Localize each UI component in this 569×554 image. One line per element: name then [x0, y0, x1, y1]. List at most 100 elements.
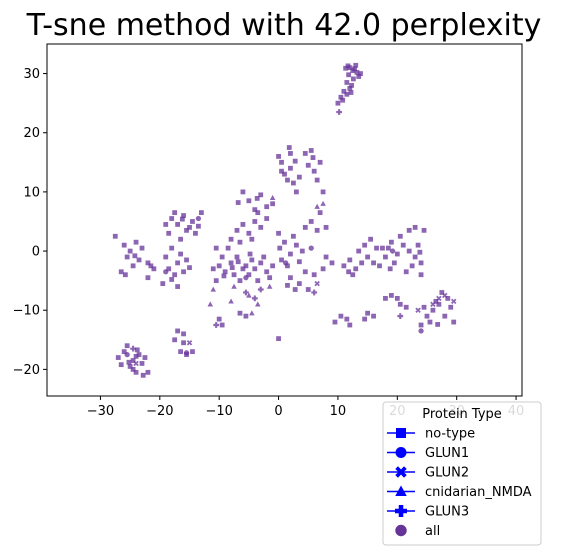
data-point-no-type-190: [362, 243, 367, 248]
data-point-no-type-172: [318, 210, 323, 215]
x-tick-label: −30: [87, 404, 114, 419]
data-point-no-type-232: [451, 320, 456, 325]
data-point-no-type-202: [398, 234, 403, 239]
data-point-no-type-204: [365, 311, 370, 316]
legend-label-GLUN2: GLUN2: [425, 466, 469, 481]
data-point-no-type-48: [180, 217, 185, 222]
data-point-GLUN2-7: [314, 281, 320, 287]
data-point-no-type-189: [368, 237, 373, 242]
data-point-no-type-66: [169, 246, 174, 251]
legend-label-GLUN1: GLUN1: [425, 446, 469, 461]
data-point-no-type-188: [356, 249, 361, 254]
data-point-no-type-177: [321, 266, 326, 271]
data-point-no-type-184: [353, 266, 358, 271]
data-point-no-type-59: [123, 272, 128, 277]
data-point-no-type-138: [291, 181, 296, 186]
data-point-GLUN1-8: [309, 245, 314, 250]
data-point-GLUN2-0: [133, 361, 139, 367]
data-point-no-type-147: [306, 163, 311, 168]
data-point-no-type-182: [341, 263, 346, 268]
data-point-GLUN3-2: [258, 287, 264, 293]
data-point-no-type-163: [288, 275, 293, 280]
data-point-cnidarian_NMDA-5: [267, 284, 273, 289]
data-point-no-type-109: [236, 259, 241, 264]
y-tick-label: 20: [23, 126, 40, 141]
data-point-no-type-101: [258, 260, 263, 265]
data-point-no-type-185: [359, 260, 364, 265]
data-point-no-type-213: [413, 255, 418, 260]
data-point-no-type-35: [134, 354, 139, 359]
data-point-no-type-123: [238, 311, 243, 316]
data-point-no-type-57: [113, 234, 118, 239]
data-point-cnidarian_NMDA-1: [314, 204, 320, 209]
data-point-no-type-178: [339, 314, 344, 319]
data-point-no-type-215: [419, 260, 424, 265]
data-point-no-type-224: [425, 314, 430, 319]
data-point-no-type-111: [235, 228, 240, 233]
data-point-no-type-180: [347, 323, 352, 328]
legend-title: Protein Type: [422, 407, 502, 422]
data-point-no-type-179: [344, 317, 349, 322]
data-point-no-type-79: [172, 337, 177, 342]
data-point-no-type-164: [297, 281, 302, 286]
data-point-GLUN2-4: [430, 302, 436, 308]
data-point-no-type-198: [395, 252, 400, 257]
legend-marker-GLUN1: [396, 447, 407, 458]
data-point-no-type-82: [190, 349, 195, 354]
data-point-no-type-71: [181, 269, 186, 274]
data-point-no-type-203: [388, 266, 393, 271]
data-point-no-type-223: [422, 305, 427, 310]
data-point-no-type-112: [241, 222, 246, 227]
data-point-GLUN3-1: [252, 296, 258, 302]
data-point-no-type-187: [371, 260, 376, 265]
data-point-GLUN3-3: [311, 290, 317, 296]
data-point-no-type-210: [398, 302, 403, 307]
y-tick-label: −10: [13, 304, 40, 319]
data-point-no-type-63: [146, 275, 151, 280]
x-tick-label: 0: [274, 404, 282, 419]
data-point-no-type-95: [238, 278, 243, 283]
data-point-no-type-153: [276, 231, 281, 236]
data-point-no-type-83: [181, 340, 186, 345]
data-point-no-type-171: [309, 219, 314, 224]
data-point-GLUN1-3: [243, 275, 248, 280]
legend-label-GLUN3: GLUN3: [425, 505, 469, 520]
data-point-no-type-43: [178, 237, 183, 242]
data-point-no-type-53: [140, 246, 145, 251]
legend-label-all: all: [425, 524, 440, 539]
data-point-no-type-2: [346, 72, 351, 77]
data-point-no-type-165: [306, 287, 311, 292]
data-point-no-type-151: [321, 189, 326, 194]
data-point-no-type-235: [435, 322, 440, 327]
data-point-no-type-176: [330, 260, 335, 265]
data-point-no-type-37: [175, 222, 180, 227]
data-point-no-type-196: [386, 246, 391, 251]
data-point-no-type-174: [324, 225, 329, 230]
data-point-no-type-220: [419, 272, 424, 277]
data-point-no-type-36: [169, 216, 174, 221]
data-point-no-type-134: [279, 160, 284, 165]
data-point-no-type-156: [279, 258, 284, 263]
data-point-no-type-144: [293, 159, 298, 164]
data-point-no-type-166: [303, 269, 308, 274]
data-point-no-type-51: [128, 249, 133, 254]
legend-label-no-type: no-type: [425, 427, 475, 442]
y-tick-label: −20: [13, 363, 40, 378]
data-point-GLUN2-6: [415, 307, 421, 313]
data-point-GLUN2-3: [436, 296, 442, 302]
data-point-no-type-145: [303, 151, 308, 156]
data-point-no-type-130: [270, 201, 275, 206]
data-point-no-type-70: [172, 272, 177, 277]
data-point-no-type-60: [137, 258, 142, 263]
data-point-no-type-31: [127, 360, 132, 365]
data-point-no-type-12: [336, 101, 341, 106]
data-point-cnidarian_NMDA-2: [210, 287, 216, 292]
data-point-no-type-77: [175, 329, 180, 334]
legend: Protein Type no-type GLUN1 GLUN2 cnidarian_N…: [383, 402, 541, 545]
data-point-no-type-40: [190, 219, 195, 224]
data-point-no-type-115: [258, 225, 263, 230]
data-point-no-type-86: [217, 263, 222, 268]
data-point-no-type-146: [309, 148, 314, 153]
y-tick-label: 10: [23, 185, 40, 200]
data-point-no-type-64: [149, 263, 154, 268]
